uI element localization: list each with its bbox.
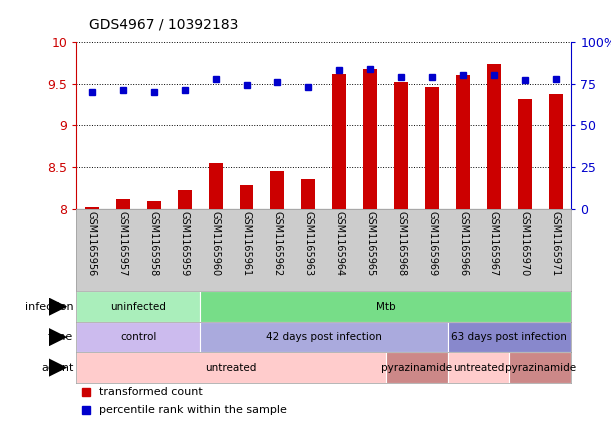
Bar bbox=[386, 352, 447, 383]
Text: transformed count: transformed count bbox=[98, 387, 202, 397]
Text: percentile rank within the sample: percentile rank within the sample bbox=[98, 405, 287, 415]
Text: GDS4967 / 10392183: GDS4967 / 10392183 bbox=[89, 17, 238, 31]
Bar bbox=[332, 74, 346, 209]
Text: time: time bbox=[48, 332, 73, 342]
Text: pyrazinamide: pyrazinamide bbox=[505, 363, 576, 373]
Text: GSM1165960: GSM1165960 bbox=[211, 212, 221, 277]
Bar bbox=[364, 69, 377, 209]
Bar bbox=[394, 82, 408, 209]
Text: 42 days post infection: 42 days post infection bbox=[266, 332, 382, 342]
Bar bbox=[271, 171, 284, 209]
Bar bbox=[178, 190, 192, 209]
Bar bbox=[510, 352, 571, 383]
Text: infection: infection bbox=[24, 302, 73, 312]
Text: untreated: untreated bbox=[205, 363, 257, 373]
Bar bbox=[85, 207, 99, 209]
Text: agent: agent bbox=[41, 363, 73, 373]
Text: GSM1165957: GSM1165957 bbox=[118, 212, 128, 277]
Bar bbox=[448, 352, 510, 383]
Bar bbox=[518, 99, 532, 209]
Text: GSM1165968: GSM1165968 bbox=[396, 212, 406, 277]
Bar bbox=[240, 185, 254, 209]
Bar bbox=[76, 322, 200, 352]
Bar bbox=[200, 322, 448, 352]
Bar bbox=[425, 87, 439, 209]
Text: 63 days post infection: 63 days post infection bbox=[452, 332, 568, 342]
Bar bbox=[208, 163, 222, 209]
Bar bbox=[200, 291, 571, 322]
Text: GSM1165961: GSM1165961 bbox=[241, 212, 252, 277]
Text: GSM1165962: GSM1165962 bbox=[273, 212, 282, 277]
Text: GSM1165966: GSM1165966 bbox=[458, 212, 468, 277]
Polygon shape bbox=[49, 297, 67, 316]
Bar bbox=[116, 199, 130, 209]
Text: GSM1165963: GSM1165963 bbox=[304, 212, 313, 277]
Bar bbox=[76, 352, 386, 383]
Text: Mtb: Mtb bbox=[376, 302, 395, 312]
Text: uninfected: uninfected bbox=[111, 302, 166, 312]
Text: GSM1165965: GSM1165965 bbox=[365, 212, 375, 277]
Bar bbox=[448, 322, 571, 352]
Text: control: control bbox=[120, 332, 156, 342]
Text: GSM1165967: GSM1165967 bbox=[489, 212, 499, 277]
Bar bbox=[487, 64, 501, 209]
Text: GSM1165958: GSM1165958 bbox=[148, 212, 159, 277]
Bar bbox=[301, 179, 315, 209]
Bar bbox=[147, 201, 161, 209]
Text: GSM1165956: GSM1165956 bbox=[87, 212, 97, 277]
Text: untreated: untreated bbox=[453, 363, 504, 373]
Bar bbox=[76, 291, 200, 322]
Polygon shape bbox=[49, 328, 67, 346]
Text: GSM1165969: GSM1165969 bbox=[427, 212, 437, 277]
Text: pyrazinamide: pyrazinamide bbox=[381, 363, 452, 373]
Bar bbox=[456, 75, 470, 209]
Text: GSM1165964: GSM1165964 bbox=[334, 212, 344, 277]
Polygon shape bbox=[49, 358, 67, 377]
Text: GSM1165970: GSM1165970 bbox=[520, 212, 530, 277]
Text: GSM1165971: GSM1165971 bbox=[551, 212, 561, 277]
Bar bbox=[549, 93, 563, 209]
Text: GSM1165959: GSM1165959 bbox=[180, 212, 189, 277]
